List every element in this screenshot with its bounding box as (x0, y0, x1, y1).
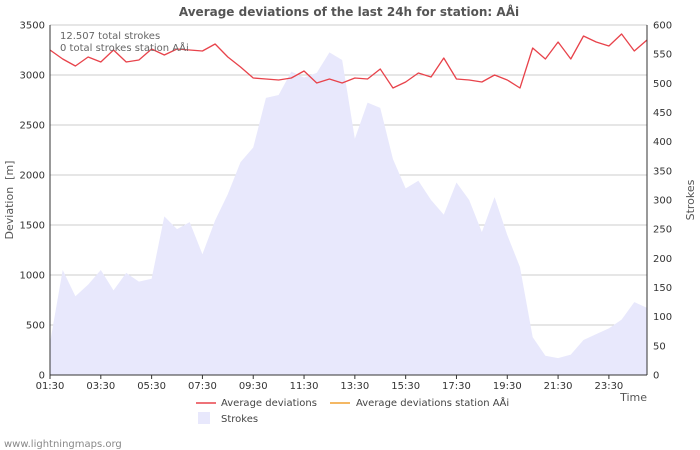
x-axis-label: Time (619, 391, 647, 404)
y2-tick-label: 600 (653, 21, 672, 32)
x-tick-label: 13:30 (340, 381, 369, 392)
axes (49, 25, 648, 379)
y2-tick-label: 450 (653, 108, 672, 119)
strokes-area-layer (50, 52, 647, 376)
y2-tick-label: 250 (653, 225, 672, 236)
deviation-line-layer (49, 33, 648, 89)
x-tick-label: 17:30 (442, 381, 471, 392)
y2-tick-label: 300 (653, 196, 672, 207)
y2-tick-label: 200 (653, 254, 672, 265)
x-tick-label: 11:30 (290, 381, 319, 392)
legend: Average deviations Average deviations st… (196, 396, 509, 425)
x-tick-label: 03:30 (86, 381, 115, 392)
y2-tick-label: 400 (653, 137, 672, 148)
x-tick-label: 01:30 (36, 381, 65, 392)
right-tick-labels: 0 50 100 150 200 250 300 350 400 450 500 550 600 (653, 21, 672, 382)
legend-label-strokes: Strokes (221, 414, 258, 425)
average-deviations-line (49, 33, 648, 89)
legend-label-average-deviations: Average deviations (221, 398, 317, 409)
legend-label-station-deviations: Average deviations station AÅi (356, 396, 509, 409)
x-tick-label: 21:30 (544, 381, 573, 392)
y-tick-label: 0 (39, 371, 45, 382)
y-tick-label: 2000 (20, 171, 45, 182)
legend-swatch-strokes (198, 412, 210, 424)
total-strokes-annotation: 12.507 total strokes (60, 31, 160, 42)
x-tick-label: 09:30 (239, 381, 268, 392)
y2-tick-label: 500 (653, 79, 672, 90)
y2-tick-label: 50 (653, 341, 666, 352)
x-tick-label: 23:30 (594, 381, 623, 392)
x-tick-label: 15:30 (391, 381, 420, 392)
footer-credit: www.lightningmaps.org (4, 439, 122, 450)
y2-tick-label: 0 (653, 371, 659, 382)
y2-axis-label: Strokes (684, 179, 697, 220)
y-tick-label: 3000 (20, 71, 45, 82)
y-tick-label: 1000 (20, 271, 45, 282)
y-axis-label: Deviation [m] (3, 161, 16, 240)
y-tick-label: 2500 (20, 121, 45, 132)
y-tick-label: 1500 (20, 221, 45, 232)
y-tick-label: 3500 (20, 21, 45, 32)
x-tick-label: 19:30 (493, 381, 522, 392)
station-strokes-annotation: 0 total strokes station AÅi (60, 41, 189, 54)
left-tick-labels: 0 500 1000 1500 2000 2500 3000 3500 (20, 21, 45, 382)
y2-tick-label: 100 (653, 312, 672, 323)
chart-title: Average deviations of the last 24h for s… (179, 4, 519, 19)
strokes-area (50, 52, 647, 376)
y2-tick-label: 350 (653, 166, 672, 177)
y-tick-label: 500 (26, 321, 45, 332)
x-tick-labels: 01:30 03:30 05:30 07:30 09:30 11:30 13:30 15:30… (36, 381, 624, 392)
y2-tick-label: 550 (653, 50, 672, 61)
x-tick-label: 07:30 (188, 381, 217, 392)
x-tick-label: 05:30 (137, 381, 166, 392)
y2-tick-label: 150 (653, 283, 672, 294)
